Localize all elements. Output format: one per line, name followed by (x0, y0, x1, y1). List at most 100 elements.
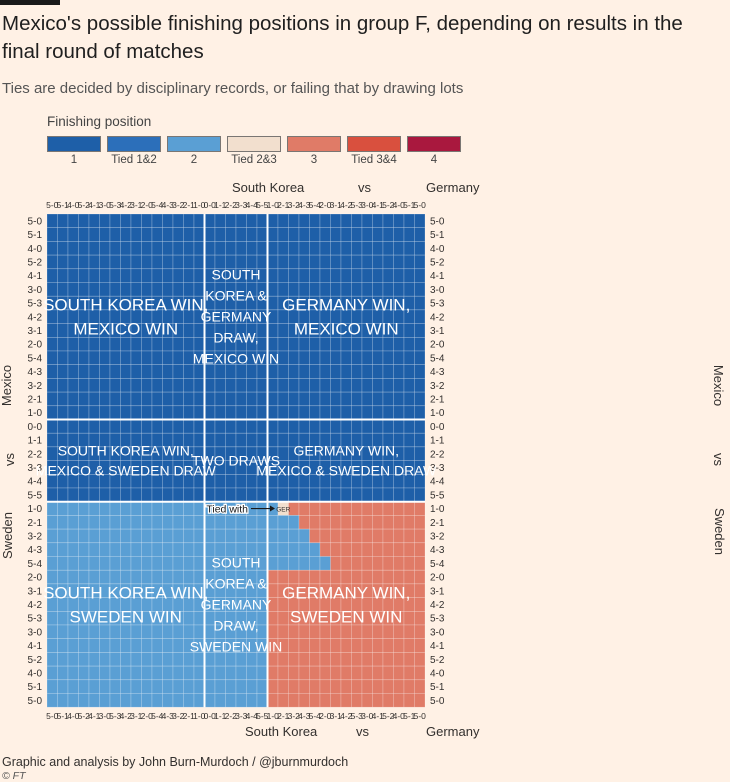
heatmap-cell (372, 337, 384, 352)
heatmap-cell (340, 693, 352, 708)
heatmap-cell (382, 515, 394, 530)
heatmap-cell (319, 378, 331, 393)
heatmap-cell (403, 528, 415, 544)
heatmap-cell (57, 241, 69, 256)
heatmap-cell (193, 556, 205, 571)
heatmap-cell (88, 679, 100, 694)
heatmap-cell (288, 213, 300, 228)
heatmap-cell (183, 364, 195, 379)
heatmap-cell (99, 268, 111, 283)
heatmap-cell (298, 254, 310, 270)
heatmap-cell (351, 282, 363, 297)
heatmap-cell (372, 227, 384, 242)
heatmap-cell (193, 323, 205, 338)
heatmap-cell (256, 364, 268, 379)
heatmap-cell (193, 268, 205, 283)
heatmap-cell (340, 405, 352, 420)
heatmap-cell (403, 487, 415, 502)
heatmap-cell (393, 638, 405, 653)
heatmap-cell (225, 652, 237, 667)
heatmap-cell (298, 542, 310, 557)
heatmap-cell (88, 213, 100, 228)
heatmap-cell (309, 282, 321, 297)
heatmap-cell (214, 432, 226, 448)
y-tick-right: 3-2 (430, 531, 445, 542)
heatmap-cell (193, 405, 205, 420)
y-tick-left: 2-0 (28, 573, 43, 584)
heatmap-cell (403, 432, 415, 448)
heatmap-cell (78, 405, 90, 420)
y-tick-left: 0-0 (28, 422, 43, 433)
y-tick-right: 1-0 (430, 408, 445, 419)
heatmap-cell (403, 638, 415, 653)
x-tick-bottom: 2-1 (277, 711, 290, 721)
heatmap-cell (309, 501, 321, 516)
chart-title: Mexico's possible finishing positions in… (2, 12, 683, 63)
heatmap-cell (235, 652, 247, 667)
heatmap-cell (88, 378, 100, 393)
heatmap-cell (309, 542, 321, 557)
copyright: © FT (2, 770, 26, 782)
heatmap-cell (172, 569, 184, 585)
heatmap-cell (403, 542, 415, 557)
heatmap-cell (351, 693, 363, 708)
heatmap-cell (256, 405, 268, 420)
heatmap-cell (183, 227, 195, 242)
heatmap-cell (393, 693, 405, 708)
bottom-axis-vs: vs (356, 724, 369, 739)
heatmap-cell (319, 268, 331, 283)
heatmap-cell (403, 323, 415, 338)
heatmap-cell (109, 569, 121, 585)
heatmap-cell (57, 364, 69, 379)
x-tick-bottom: 4-4 (246, 711, 259, 721)
heatmap-cell (267, 405, 279, 420)
heatmap-cell (361, 624, 373, 639)
heatmap-cell (141, 268, 153, 283)
heatmap-cell (298, 679, 310, 694)
heatmap-cell (393, 679, 405, 694)
heatmap-cell (372, 528, 384, 544)
y-tick-right: 4-0 (430, 668, 445, 679)
heatmap-cell (204, 364, 216, 379)
heatmap-cell (193, 665, 205, 681)
heatmap-cell (214, 515, 226, 530)
heatmap-cell (340, 652, 352, 667)
heatmap-cell (78, 638, 90, 653)
heatmap-cell (403, 515, 415, 530)
y-tick-right: 4-0 (430, 244, 445, 255)
heatmap-cell (351, 419, 363, 434)
heatmap-cell (141, 652, 153, 667)
heatmap-cell (46, 569, 58, 585)
heatmap-cell (246, 213, 258, 228)
heatmap-cell (109, 638, 121, 653)
heatmap-cell (256, 227, 268, 242)
heatmap-cell (340, 487, 352, 502)
heatmap-cell (288, 268, 300, 283)
heatmap-cell (151, 282, 163, 297)
heatmap-cell (172, 391, 184, 407)
heatmap-cell (57, 391, 69, 407)
heatmap-cell (67, 268, 79, 283)
heatmap-cell (109, 241, 121, 256)
x-tick-bottom: 5-3 (351, 711, 364, 721)
y-tick-left: 4-2 (28, 312, 43, 323)
heatmap-cell (246, 665, 258, 681)
heatmap-cell (361, 364, 373, 379)
heatmap-cell (330, 350, 342, 365)
x-tick-bottom: 3-1 (130, 711, 143, 721)
heatmap-cell (361, 227, 373, 242)
x-tick-bottom: 4-0 (393, 711, 406, 721)
heatmap-cell (225, 364, 237, 379)
heatmap-cell (256, 528, 268, 544)
x-tick-bottom: 5-5 (256, 711, 269, 721)
heatmap-cell (298, 693, 310, 708)
heatmap-cell (382, 364, 394, 379)
heatmap-cell (162, 569, 174, 585)
heatmap-cell (141, 282, 153, 297)
heatmap-cell (246, 515, 258, 530)
heatmap-cell (393, 213, 405, 228)
heatmap-cell (361, 405, 373, 420)
heatmap-cell (267, 652, 279, 667)
heatmap-cell (214, 679, 226, 694)
heatmap-cell (235, 391, 247, 407)
